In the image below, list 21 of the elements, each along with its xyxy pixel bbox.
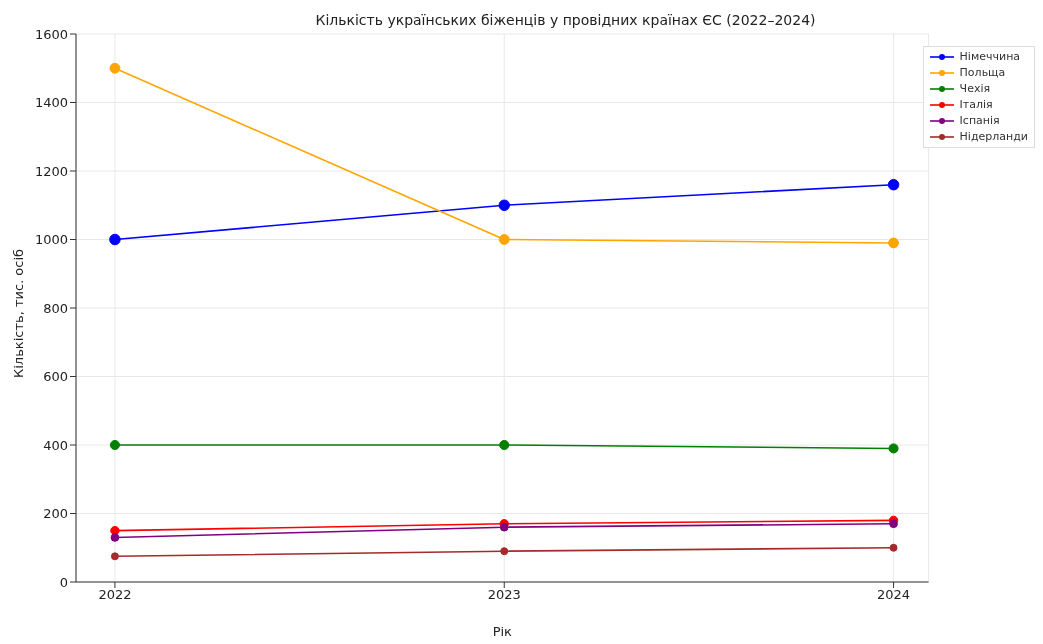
y-tick-label: 800	[43, 300, 68, 316]
legend-label: Німеччина	[959, 49, 1021, 65]
legend-label: Чехія	[959, 81, 991, 97]
legend-label: Нідерланди	[959, 129, 1028, 145]
y-tick-label: 400	[43, 437, 68, 453]
y-axis-title: Кількість, тис. осіб	[10, 248, 26, 378]
y-tick-label: 1600	[34, 26, 68, 42]
chart-title: Кількість українських біженців у провідних країнах ЄС (2022–2024)	[314, 12, 817, 28]
x-tick-label: 2023	[487, 587, 521, 603]
x-tick-label: 2022	[98, 587, 132, 603]
y-tick-label: 1000	[34, 232, 68, 248]
y-tick-label: 0	[59, 574, 68, 590]
x-tick-label: 2024	[877, 587, 911, 603]
legend-label: Італія	[959, 97, 993, 113]
y-tick-label: 200	[43, 506, 68, 522]
y-tick-label: 1200	[34, 163, 68, 179]
x-axis-title: Рік	[492, 624, 513, 639]
legend-label: Іспанія	[959, 113, 1000, 129]
y-tick-label: 600	[43, 369, 68, 385]
y-tick-label: 1400	[34, 95, 68, 111]
legend-label: Польща	[959, 65, 1006, 81]
